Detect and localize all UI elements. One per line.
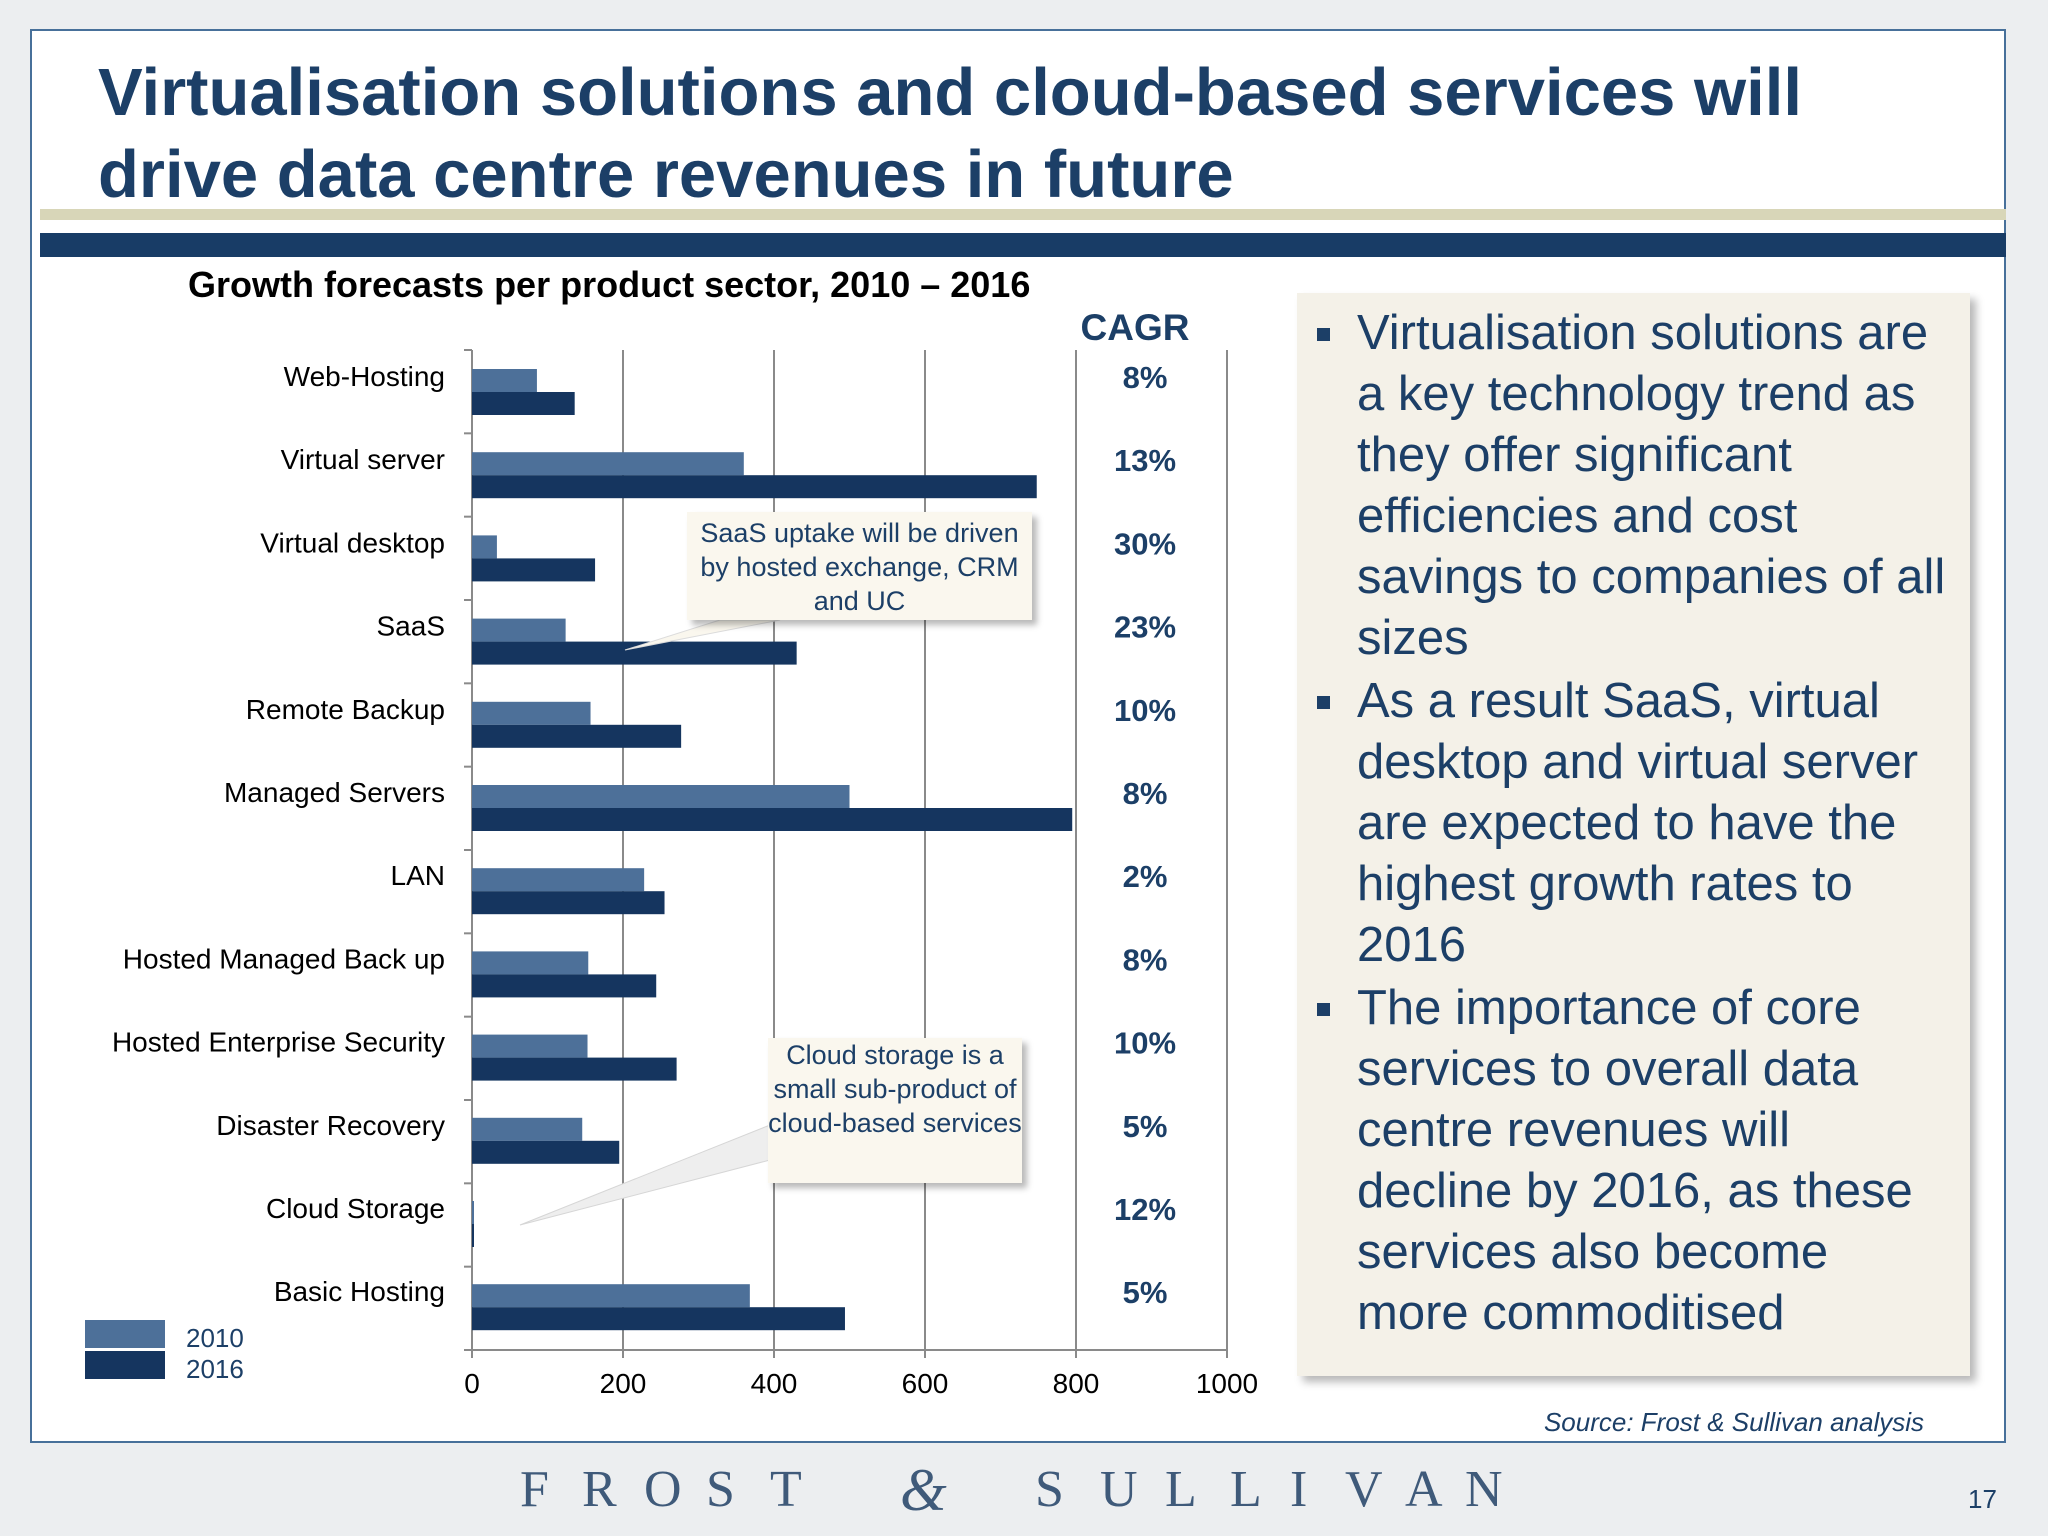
bar-2016 [472,1307,845,1331]
x-tick-label: 600 [902,1368,949,1399]
cagr-value: 5% [1123,1109,1168,1144]
logo-letter: I [1290,1461,1308,1518]
bar-2010 [472,1201,474,1224]
bar-2016 [472,891,665,915]
cagr-value: 10% [1114,1026,1176,1061]
bar-2010 [472,1034,588,1058]
category-label: Disaster Recovery [216,1110,445,1141]
title-underline-thin [40,209,2006,220]
legend-label: 2010 [186,1323,244,1353]
frost-sullivan-logo: F R O S T & S U L L I V A N [520,1457,1520,1523]
logo-letter: & [900,1457,947,1523]
logo-letter: O [644,1461,682,1518]
x-tick-label: 200 [600,1368,647,1399]
category-label: Basic Hosting [274,1276,445,1307]
bar-2016 [472,392,575,415]
bar-2016 [472,641,797,665]
category-label: SaaS [377,611,446,642]
logo-letter: S [706,1461,735,1518]
cagr-value: 13% [1114,443,1176,478]
callout-pointer [624,619,781,651]
x-tick-label: 0 [464,1368,480,1399]
logo-letter: T [770,1461,802,1518]
bullet-panel: Virtualisation solutions are a key techn… [1297,293,1970,1376]
saas-callout: SaaS uptake will be driven by hosted exc… [687,512,1032,620]
bar-2010 [472,452,744,476]
bar-chart: Growth forecasts per product sector, 201… [85,264,1258,1399]
logo-letter: U [1100,1461,1138,1518]
cagr-value: 2% [1123,859,1168,894]
bar-2010 [472,369,537,392]
cagr-value: 10% [1114,693,1176,728]
cagr-header: CAGR [1081,307,1190,348]
bar-2016 [472,808,1073,831]
legend-label: 2016 [186,1354,244,1384]
logo-letter: S [1035,1461,1064,1518]
bar-2010 [472,701,591,725]
category-label: Hosted Managed Back up [123,943,445,974]
x-tick-label: 1000 [1196,1368,1258,1399]
bar-2010 [472,785,850,808]
legend-swatch-2016 [85,1351,165,1379]
bar-2016 [472,1057,677,1081]
cagr-value: 30% [1114,526,1176,561]
category-label: Web-Hosting [284,361,445,392]
logo-letter: F [520,1461,549,1518]
category-label: LAN [391,860,445,891]
logo-letter: R [582,1461,617,1518]
category-label: Cloud Storage [266,1193,445,1224]
cagr-value: 8% [1123,776,1168,811]
source-note: Source: Frost & Sullivan analysis [1543,1407,1924,1437]
bar-2016 [472,724,682,748]
bar-2016 [472,558,596,582]
cagr-value: 8% [1123,360,1168,395]
bar-2010 [472,1284,750,1308]
category-label: Managed Servers [224,777,445,808]
legend-swatch-2010 [85,1320,165,1348]
logo-letter: A [1405,1461,1443,1518]
title-underline-thick [40,233,2006,257]
cloud-storage-callout: Cloud storage is a small sub-product of … [768,1038,1022,1183]
cagr-value: 23% [1114,610,1176,645]
logo-letter: L [1165,1461,1197,1518]
x-tick-label: 800 [1053,1368,1100,1399]
bar-2016 [472,1140,620,1164]
x-tick-label: 400 [751,1368,798,1399]
logo-letter: L [1230,1461,1262,1518]
bar-2010 [472,535,497,559]
bullet-item: Virtualisation solutions are a key techn… [1317,303,1950,669]
bar-2016 [472,974,657,998]
cagr-value: 8% [1123,942,1168,977]
bar-2010 [472,868,645,892]
bar-2010 [472,1117,583,1141]
category-label: Remote Backup [246,694,445,725]
cagr-value: 12% [1114,1192,1176,1227]
slide-title: Virtualisation solutions and cloud-based… [98,55,1802,212]
category-label: Virtual server [281,444,445,475]
bar-2016 [472,1224,474,1247]
category-label: Hosted Enterprise Security [112,1027,445,1058]
bar-2010 [472,951,589,975]
page-number: 17 [1968,1484,1997,1514]
bar-2016 [472,475,1037,499]
bullet-item: The importance of core services to overa… [1317,978,1950,1344]
cagr-value: 5% [1123,1275,1168,1310]
bar-2010 [472,618,566,642]
chart-title: Growth forecasts per product sector, 201… [188,264,1030,305]
category-label: Virtual desktop [260,527,445,558]
bullet-item: As a result SaaS, virtual desktop and vi… [1317,671,1950,976]
logo-letter: N [1465,1461,1503,1518]
logo-letter: V [1345,1461,1383,1518]
